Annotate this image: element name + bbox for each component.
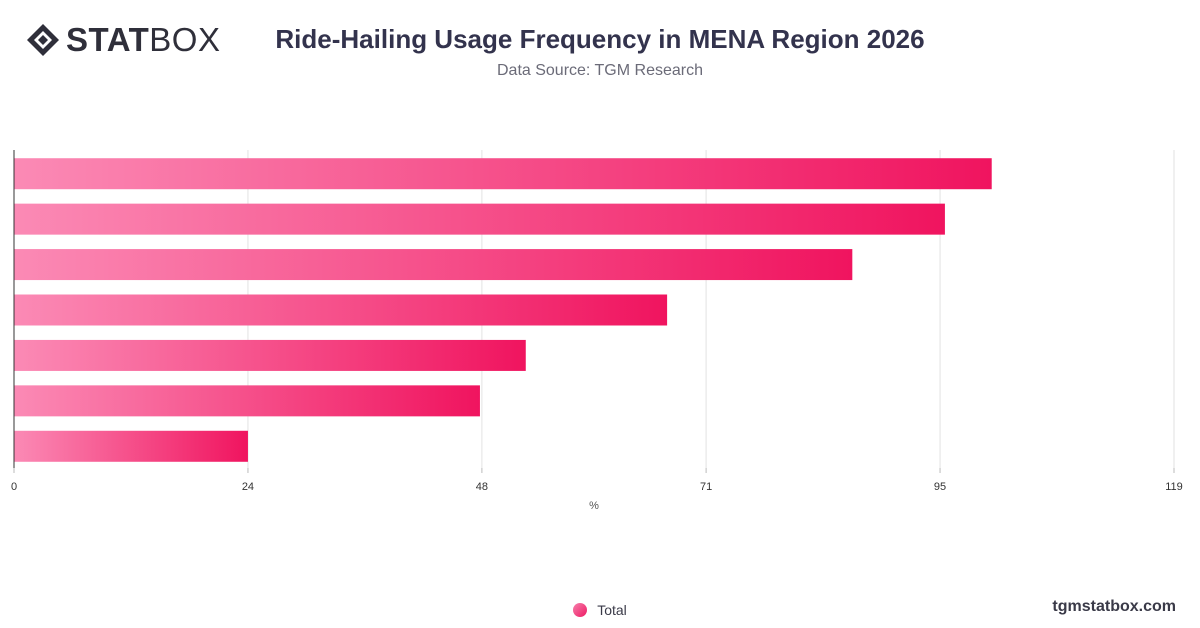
bar[interactable] [14,294,668,326]
bar[interactable] [14,339,526,371]
bar[interactable] [14,249,853,281]
logo-text-light: BOX [149,21,221,58]
legend[interactable]: Total [0,602,1200,618]
chart-title: Ride-Hailing Usage Frequency in MENA Reg… [275,24,925,54]
logo-text: STATBOX [66,22,220,58]
bar[interactable] [14,203,945,235]
x-tick-label: 119 [1165,481,1183,493]
bar[interactable] [14,385,480,417]
bar[interactable] [14,430,248,462]
chart-subtitle: Data Source: TGM Research [496,62,703,79]
watermark: tgmstatbox.com [1052,598,1176,615]
x-tick-label: 71 [700,481,712,493]
x-tick-label: 24 [242,481,254,493]
axes: 0 24 48 71 95 119 [11,150,1183,493]
legend-label: Total [597,602,627,618]
bars [14,158,992,462]
x-tick-label: 48 [476,481,488,493]
x-tick-label: 0 [11,481,17,493]
bar[interactable] [14,158,992,190]
legend-marker [573,603,588,617]
statbox-logo: STATBOX [26,22,220,58]
statbox-logo-icon [27,24,59,56]
x-axis-title: % [589,500,599,512]
logo-text-bold: STAT [66,21,150,58]
x-tick-label: 95 [934,481,946,493]
